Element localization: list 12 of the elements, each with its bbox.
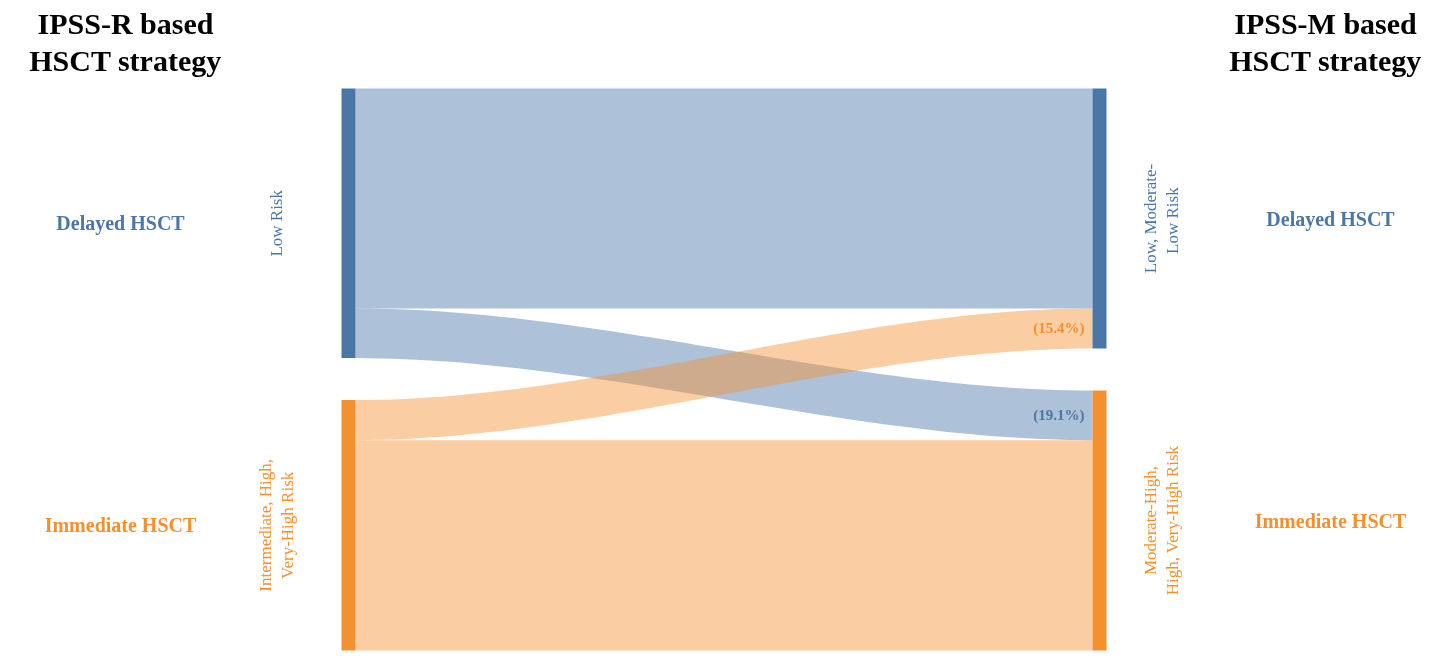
legend-label: Intermediate, High, Very-High Risk [255, 458, 298, 592]
text: Delayed HSCT [1266, 207, 1396, 231]
text: IPSS-M based HSCT strategy [1229, 6, 1422, 78]
text: Immediate HSCT [44, 514, 197, 537]
data-label: (19.1%) [1033, 407, 1085, 425]
text: Low Risk [267, 189, 286, 257]
data-label: (15.4%) [1033, 320, 1085, 338]
text: Immediate HSCT [1254, 509, 1407, 532]
category-label: Moderate-High, High, Very-High Risk [1140, 445, 1183, 596]
text: Delayed HSCT [56, 212, 186, 236]
text: IPSS-R based HSCT strategy [29, 6, 222, 78]
category-label: Low, Moderate- Low Risk [1140, 163, 1183, 274]
